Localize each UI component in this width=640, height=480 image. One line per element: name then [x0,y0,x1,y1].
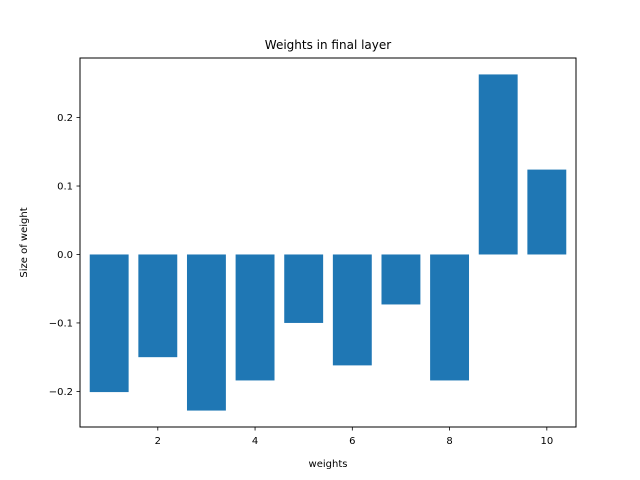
x-tick-label: 4 [252,436,258,447]
y-axis-label: Size of weight [19,207,30,277]
bars-group [89,74,567,411]
bar-5 [284,254,324,323]
x-axis-label: weights [309,459,348,470]
y-tick-label: 0.1 [57,182,73,193]
bar-8 [430,254,470,381]
bar-4 [235,254,275,381]
x-tick-label: 6 [349,436,355,447]
x-axis: 2 4 6 8 10 [155,427,553,447]
x-tick-label: 10 [540,436,553,447]
y-tick-label: 0.0 [57,250,73,261]
chart-title: Weights in final layer [265,38,391,52]
bar-6 [332,254,372,366]
bar-3 [186,254,226,411]
x-tick-label: 2 [155,436,161,447]
y-tick-label: −0.1 [49,318,73,329]
bar-9 [478,74,518,255]
x-tick-label: 8 [446,436,452,447]
bar-10 [527,169,567,255]
y-axis: −0.2 −0.1 0.0 0.1 0.2 [49,113,80,398]
bar-2 [138,254,178,358]
y-tick-label: 0.2 [57,113,73,124]
plot-frame [79,57,577,428]
bar-7 [381,254,421,305]
y-tick-label: −0.2 [49,387,73,398]
bar-1 [89,254,129,393]
